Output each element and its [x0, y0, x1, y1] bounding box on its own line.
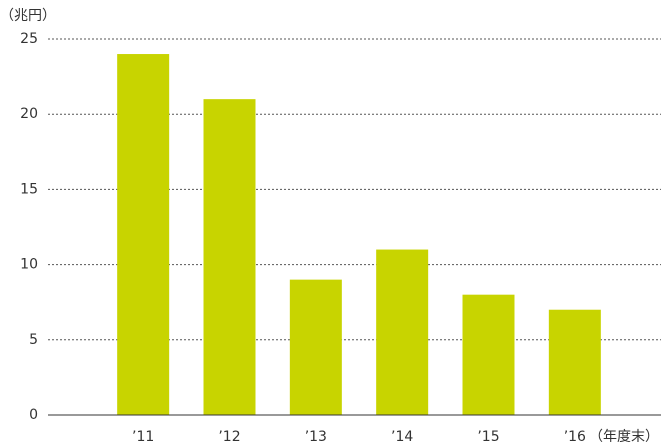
x-axis-label: （年度末） [589, 429, 659, 442]
y-tick-label: 5 [29, 332, 38, 348]
y-tick-label: 20 [20, 106, 38, 122]
x-tick-label: ’14 [391, 429, 413, 442]
bar [203, 99, 256, 415]
bar [376, 249, 429, 415]
x-tick-label: ’11 [132, 429, 154, 442]
bar [462, 294, 515, 415]
y-tick-label: 15 [20, 181, 38, 197]
bar [117, 54, 170, 415]
y-tick-label: 0 [29, 407, 38, 423]
y-axis-label: （兆円） [0, 8, 56, 24]
y-tick-label: 25 [20, 31, 38, 47]
x-tick-label: ’15 [477, 429, 499, 442]
x-tick-label: ’16 [564, 429, 586, 442]
bar [548, 309, 601, 415]
x-tick-label: ’13 [305, 429, 327, 442]
x-tick-label: ’12 [218, 429, 240, 442]
bar [289, 279, 342, 415]
y-tick-label: 10 [20, 257, 38, 273]
